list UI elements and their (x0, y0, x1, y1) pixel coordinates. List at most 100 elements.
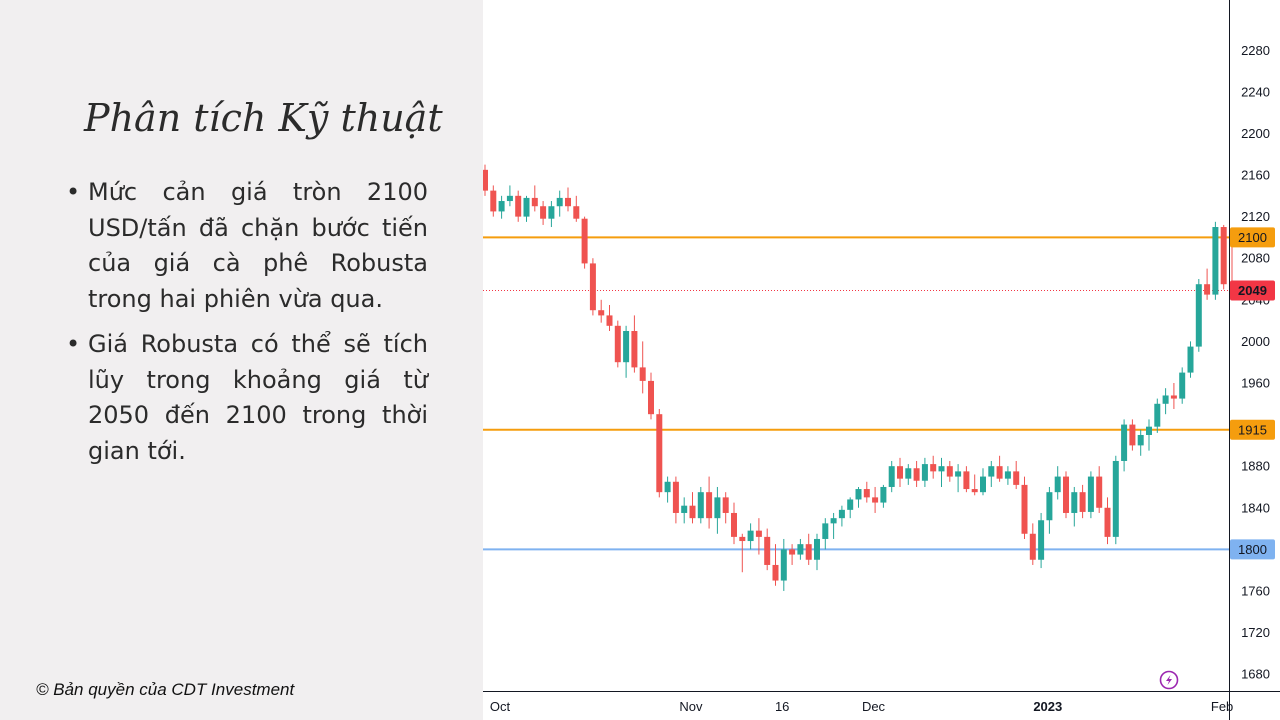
bullet-dot: • (66, 178, 81, 206)
candle (772, 544, 779, 586)
last-price-label-bg (1230, 280, 1275, 301)
x-tick-label: Oct (490, 699, 511, 714)
candle-body (838, 509, 845, 519)
candle-body (1054, 476, 1061, 493)
y-tick-label: 2240 (1241, 84, 1270, 99)
candle-body (1154, 403, 1161, 427)
candle (706, 476, 713, 529)
candle (797, 538, 804, 560)
bullet-list: • Mức cản giá tròn 2100 USD/tấn đã chặn … (66, 175, 428, 479)
candle (490, 185, 497, 217)
candles-layer (483, 164, 1235, 591)
candle-body (556, 197, 563, 207)
candle-body (606, 315, 613, 326)
candle (996, 455, 1003, 482)
candle-body (955, 471, 962, 477)
y-tick-label: 2120 (1241, 209, 1270, 224)
candle (689, 492, 696, 524)
candle (1013, 460, 1020, 490)
candle (631, 315, 638, 373)
candle-body (921, 464, 928, 481)
candle-body (1046, 492, 1053, 521)
candle-body (731, 512, 737, 537)
candle (880, 484, 887, 508)
candle (523, 195, 530, 222)
candle (822, 518, 829, 550)
candle (739, 533, 746, 573)
candle-body (930, 464, 937, 472)
candle-body (755, 530, 762, 537)
y-tick-label: 2280 (1241, 43, 1270, 58)
candle (888, 460, 895, 493)
candle-body (847, 499, 854, 510)
candle (855, 486, 862, 508)
candle (714, 486, 721, 534)
candle (789, 544, 796, 565)
level-label-1915-bg (1230, 419, 1275, 440)
candle-body (1004, 471, 1011, 479)
candle-body (706, 492, 713, 519)
last-price-label: 2049 (1230, 280, 1275, 301)
candle (1195, 279, 1202, 352)
candle (1096, 466, 1103, 513)
slide-text-panel: Phân tích Kỹ thuật • Mức cản giá tròn 21… (0, 0, 483, 720)
y-tick-label: 1960 (1241, 375, 1270, 390)
bullet-dot: • (66, 330, 81, 358)
candle (955, 464, 962, 493)
candle-body (722, 497, 729, 513)
candle-body (1195, 284, 1202, 347)
candle (1104, 497, 1111, 545)
candle-body (515, 195, 522, 217)
candle-body (672, 481, 679, 513)
candle-body (772, 564, 779, 581)
candle (672, 476, 679, 524)
candle (764, 528, 771, 571)
candle (1063, 471, 1069, 519)
candle (1029, 523, 1036, 565)
candle (1146, 419, 1152, 451)
y-tick-label: 1680 (1241, 667, 1270, 682)
candle (980, 468, 986, 496)
candle-body (689, 505, 696, 519)
candle (598, 299, 605, 323)
candle-body (1013, 471, 1020, 485)
candle-body (897, 466, 903, 479)
candle (971, 474, 978, 496)
candle-body (523, 197, 530, 217)
candlestick-chart: 1680172017601800184018801920196020002040… (483, 0, 1280, 720)
level-label-1800: 1800 (1230, 539, 1275, 560)
candle-body (1162, 395, 1169, 404)
candle (506, 185, 513, 207)
x-tick-label: 16 (775, 699, 789, 714)
candle (515, 190, 522, 222)
candle (838, 505, 845, 527)
y-tick-label: 1840 (1241, 500, 1270, 515)
x-tick-label: 2023 (1033, 699, 1062, 714)
candle-body (905, 468, 912, 479)
candle-body (855, 489, 862, 500)
candle (722, 492, 729, 524)
level-label-1915-text: 1915 (1238, 422, 1267, 437)
candle (1154, 398, 1161, 433)
candle-body (1071, 492, 1078, 513)
candle-body (498, 201, 505, 212)
candle-body (1179, 372, 1186, 399)
lightning-icon[interactable] (1159, 670, 1179, 690)
candle (805, 533, 812, 565)
candle (731, 502, 737, 545)
x-tick-label: Dec (862, 699, 886, 714)
candle (988, 460, 995, 487)
candle-body (797, 544, 804, 555)
candle-body (913, 468, 920, 481)
candle-body (814, 538, 820, 560)
candle-body (805, 544, 812, 560)
candle-body (980, 476, 986, 493)
candle-body (971, 489, 978, 493)
candle (531, 185, 538, 212)
candle-body (1112, 460, 1119, 537)
candle (747, 523, 754, 550)
candle (589, 258, 596, 316)
price-labels-layer: 2100 1915 1800 2049 (1230, 227, 1275, 560)
candle-body (963, 471, 970, 490)
bullet-item: • Mức cản giá tròn 2100 USD/tấn đã chặn … (66, 175, 428, 317)
